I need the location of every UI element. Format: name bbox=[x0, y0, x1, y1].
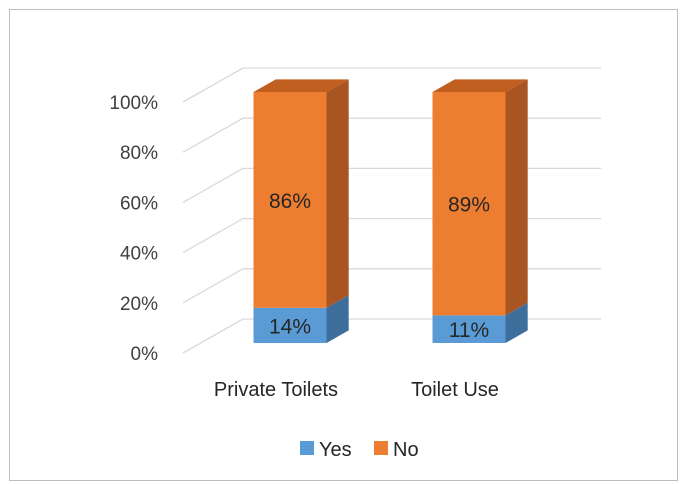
bar-segment-no bbox=[432, 92, 506, 316]
gridline bbox=[182, 67, 601, 103]
bars bbox=[253, 79, 528, 343]
y-tick-label: 60% bbox=[120, 193, 158, 214]
data-label: 89% bbox=[448, 194, 490, 217]
y-tick-label: 40% bbox=[120, 244, 158, 265]
bar-segment-yes bbox=[253, 307, 327, 343]
bar-side-no bbox=[326, 79, 349, 308]
category-label: Toilet Use bbox=[411, 379, 499, 401]
gridline bbox=[182, 217, 601, 254]
gridlines bbox=[182, 67, 601, 354]
legend-swatch-yes bbox=[300, 441, 314, 455]
gridline bbox=[182, 268, 601, 304]
y-tick-label: 100% bbox=[109, 93, 158, 114]
bar-segment-yes bbox=[432, 315, 506, 343]
gridline bbox=[182, 318, 601, 354]
gridline bbox=[182, 117, 601, 153]
data-label: 14% bbox=[269, 315, 311, 338]
y-tick-label: 0% bbox=[131, 344, 159, 365]
legend-swatch-no bbox=[374, 441, 388, 455]
bar-segment-no bbox=[253, 92, 327, 308]
data-label: 86% bbox=[269, 190, 311, 213]
gridline bbox=[182, 167, 601, 203]
legend-label-no: No bbox=[393, 439, 419, 461]
y-tick-label: 20% bbox=[120, 294, 158, 315]
bar-side-yes bbox=[505, 302, 528, 343]
category-label: Private Toilets bbox=[214, 379, 338, 401]
data-label: 11% bbox=[449, 319, 489, 342]
y-tick-label: 80% bbox=[120, 143, 158, 164]
legend-label-yes: Yes bbox=[319, 439, 352, 461]
bar-top-no bbox=[432, 79, 528, 92]
x-axis-category-labels: Private Toilets Toilet Use bbox=[214, 379, 499, 401]
data-labels: 14% 86% 11% 89% bbox=[269, 190, 490, 342]
legend: Yes No bbox=[300, 439, 419, 461]
bar-side-yes bbox=[326, 295, 349, 343]
bar-side-no bbox=[505, 79, 528, 316]
bar-top-no bbox=[253, 79, 349, 92]
y-axis-tick-labels: 0% 20% 40% 60% 80% 100% bbox=[109, 93, 158, 365]
